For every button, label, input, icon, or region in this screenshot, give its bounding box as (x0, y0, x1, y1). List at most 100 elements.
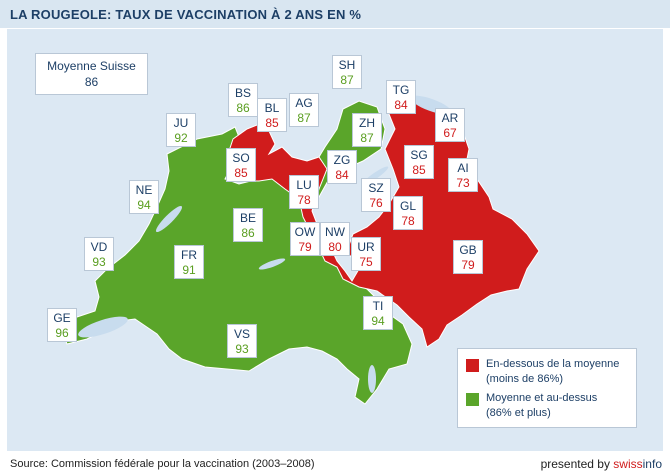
canton-code: ZH (359, 116, 375, 130)
swiss-average-box: Moyenne Suisse 86 (35, 53, 148, 95)
swiss-average-label: Moyenne Suisse (47, 59, 136, 73)
canton-rate: 85 (234, 166, 248, 180)
legend: En-dessous de la moyenne (moins de 86%) … (457, 348, 637, 428)
legend-below-line2: (moins de 86%) (486, 373, 564, 385)
legend-above-line1: Moyenne et au-dessus (486, 392, 598, 404)
canton-rate: 93 (235, 342, 249, 356)
canton-rate: 79 (461, 258, 475, 272)
canton-code: JU (173, 116, 189, 130)
canton-rate: 94 (137, 198, 151, 212)
canton-code: BE (239, 211, 256, 225)
canton-label-tg: TG 84 (386, 80, 416, 114)
canton-code: VD (90, 240, 108, 254)
canton-code: AG (295, 96, 313, 110)
canton-label-so: SO 85 (226, 148, 256, 182)
legend-item-below: En-dessous de la moyenne (moins de 86%) (466, 357, 636, 391)
canton-code: GL (399, 199, 416, 213)
canton-label-ow: OW 79 (290, 222, 320, 256)
canton-label-vs: VS 93 (227, 324, 257, 358)
legend-swatch-above (466, 393, 479, 406)
canton-rate: 73 (456, 176, 470, 190)
presented-prefix: presented by (540, 457, 614, 471)
canton-code: SZ (368, 181, 384, 195)
canton-label-ti: TI 94 (363, 296, 393, 330)
canton-label-ur: UR 75 (351, 237, 381, 271)
canton-label-ar: AR 67 (435, 108, 465, 142)
canton-label-ai: AI 73 (448, 158, 478, 192)
canton-label-ge: GE 96 (47, 308, 77, 342)
canton-rate: 79 (298, 240, 312, 254)
canton-code: NE (135, 183, 153, 197)
lake-leman (78, 316, 128, 338)
canton-label-vd: VD 93 (84, 237, 114, 271)
canton-label-sg: SG 85 (404, 145, 434, 179)
canton-code: GE (53, 311, 71, 325)
canton-code: BL (264, 101, 280, 115)
canton-code: UR (357, 240, 375, 254)
canton-rate: 85 (265, 116, 279, 130)
canton-label-ju: JU 92 (166, 113, 196, 147)
lake-neuchatel (155, 205, 183, 233)
canton-label-zg: ZG 84 (327, 150, 357, 184)
canton-code: NW (325, 225, 345, 239)
legend-item-above: Moyenne et au-dessus (86% et plus) (466, 391, 636, 425)
canton-rate: 86 (236, 101, 250, 115)
canton-label-nw: NW 80 (320, 222, 350, 256)
canton-code: VS (233, 327, 250, 341)
brand-swiss: swiss (613, 457, 643, 471)
canton-rate: 87 (340, 73, 354, 87)
lake-thun (258, 258, 286, 270)
canton-code: SH (338, 58, 356, 72)
legend-above-line2: (86% et plus) (486, 407, 551, 419)
canton-label-bs: BS 86 (228, 83, 258, 117)
canton-code: FR (181, 248, 197, 262)
canton-label-sz: SZ 76 (361, 178, 391, 212)
canton-rate: 92 (174, 131, 188, 145)
map-title: LA ROUGEOLE: TAUX DE VACCINATION À 2 ANS… (10, 7, 362, 22)
legend-below-line1: En-dessous de la moyenne (486, 358, 620, 370)
canton-rate: 75 (359, 255, 373, 269)
canton-code: SO (232, 151, 250, 165)
canton-label-be: BE 86 (233, 208, 263, 242)
canton-code: LU (296, 178, 312, 192)
canton-code: TG (392, 83, 410, 97)
canton-label-gl: GL 78 (393, 196, 423, 230)
canton-label-bl: BL 85 (257, 98, 287, 132)
canton-label-ne: NE 94 (129, 180, 159, 214)
canton-code: ZG (333, 153, 351, 167)
canton-label-zh: ZH 87 (352, 113, 382, 147)
swiss-average-value: 86 (84, 75, 99, 89)
canton-label-ag: AG 87 (289, 93, 319, 127)
canton-rate: 78 (297, 193, 311, 207)
canton-code: AR (441, 111, 459, 125)
canton-rate: 96 (55, 326, 69, 340)
canton-code: AI (457, 161, 469, 175)
canton-label-sh: SH 87 (332, 55, 362, 89)
lake-maggiore (368, 365, 376, 393)
canton-rate: 87 (360, 131, 374, 145)
brand-info: info (642, 457, 662, 471)
title-bar: LA ROUGEOLE: TAUX DE VACCINATION À 2 ANS… (0, 0, 670, 28)
canton-label-lu: LU 78 (289, 175, 319, 209)
canton-rate: 84 (335, 168, 349, 182)
canton-rate: 78 (401, 214, 415, 228)
presented-by[interactable]: presented by swissinfo (541, 457, 662, 471)
canton-code: TI (372, 299, 384, 313)
canton-code: SG (410, 148, 428, 162)
source-note: Source: Commission fédérale pour la vacc… (10, 458, 315, 470)
canton-code: OW (294, 225, 316, 239)
canton-rate: 76 (369, 196, 383, 210)
canton-rate: 86 (241, 226, 255, 240)
canton-rate: 87 (297, 111, 311, 125)
canton-label-gb: GB 79 (453, 240, 483, 274)
canton-rate: 80 (328, 240, 342, 254)
canton-rate: 85 (412, 163, 426, 177)
canton-code: BS (234, 86, 251, 100)
canton-rate: 93 (92, 255, 106, 269)
canton-label-fr: FR 91 (174, 245, 204, 279)
canton-rate: 67 (443, 126, 457, 140)
canton-rate: 84 (394, 98, 408, 112)
canton-rate: 91 (182, 263, 196, 277)
canton-code: GB (459, 243, 477, 257)
legend-swatch-below (466, 359, 479, 372)
